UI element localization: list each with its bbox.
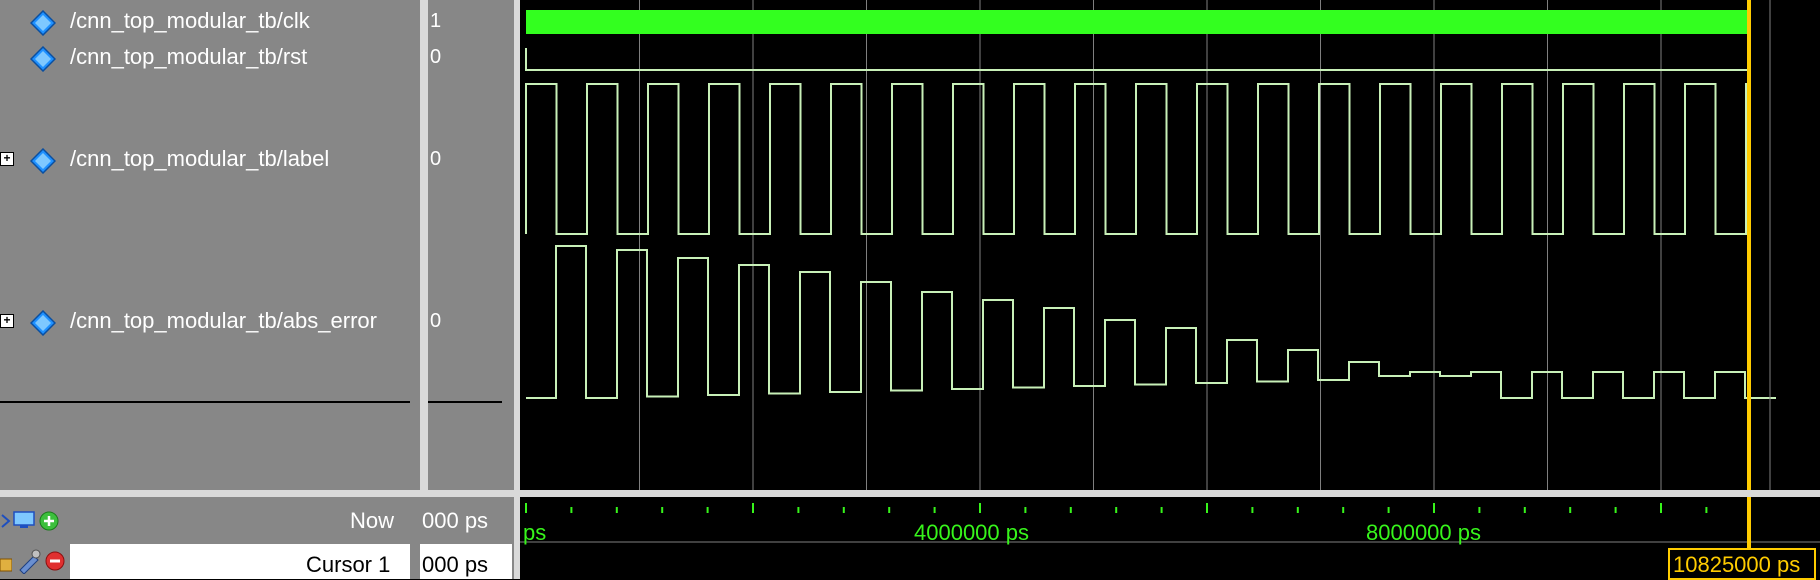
expand-button[interactable]: +: [0, 314, 14, 328]
zoom-icon[interactable]: [0, 511, 18, 529]
rst-waveform: [525, 48, 1748, 71]
signal-value-abs-error: 0: [430, 310, 442, 332]
grid-lines: [639, 0, 1662, 490]
diamond-signal-icon: [30, 10, 56, 36]
signal-row-clk[interactable]: /cnn_top_modular_tb/clk: [0, 4, 420, 36]
now-value: 000 ps: [422, 508, 489, 533]
signal-value-rst: 0: [430, 46, 442, 68]
signal-value-label: 0: [430, 148, 442, 170]
clk-waveform: [526, 10, 1748, 34]
edit-cursor-icon[interactable]: [16, 548, 42, 574]
waveform-pane[interactable]: [520, 0, 1820, 490]
timeline-splitter[interactable]: [0, 490, 1820, 497]
signal-name: /cnn_top_modular_tb/label: [70, 146, 330, 171]
signal-name: /cnn_top_modular_tb/abs_error: [70, 308, 377, 333]
divider: [0, 401, 410, 403]
cursor-name-field[interactable]: [70, 544, 410, 579]
tick-label-0: ps: [523, 520, 547, 545]
divider: [428, 401, 502, 403]
delete-cursor-icon[interactable]: [44, 550, 66, 572]
signal-row-label[interactable]: + /cnn_top_modular_tb/label: [0, 142, 420, 174]
cursor-value: 000 ps: [422, 552, 489, 577]
signal-row-abs-error[interactable]: + /cnn_top_modular_tb/abs_error: [0, 304, 420, 336]
pane-splitter-1[interactable]: [420, 0, 428, 579]
add-cursor-icon[interactable]: [38, 510, 60, 532]
signal-values-pane: [428, 0, 514, 490]
pane-splitter-2[interactable]: [514, 0, 522, 579]
signal-names-pane: /cnn_top_modular_tb/clk /cnn_top_modular…: [0, 0, 420, 490]
tick-label-8000000: 8000000 ps: [1366, 520, 1481, 545]
waveform-canvas[interactable]: [520, 0, 1820, 490]
lock-icon[interactable]: [0, 551, 12, 573]
now-label: Now: [350, 508, 395, 533]
signal-name: /cnn_top_modular_tb/rst: [70, 44, 308, 69]
screen-icon[interactable]: [12, 510, 36, 530]
signal-name: /cnn_top_modular_tb/clk: [70, 8, 310, 33]
ruler-ticks: [520, 497, 1820, 579]
cursor-time: 10825000 ps: [1673, 552, 1801, 577]
expand-button[interactable]: +: [0, 152, 14, 166]
cursor-value-field[interactable]: [420, 544, 512, 579]
timeline-ruler[interactable]: [520, 497, 1820, 579]
tick-label-4000000: 4000000 ps: [914, 520, 1029, 545]
label-waveform: [525, 83, 1748, 235]
cursor-label[interactable]: Cursor 1: [306, 552, 391, 577]
abs-error-waveform: [526, 245, 1776, 399]
diamond-signal-icon: [30, 148, 56, 174]
diamond-signal-icon: [30, 46, 56, 72]
cursor-time-box[interactable]: [1668, 548, 1816, 580]
signal-value-clk: 1: [430, 10, 442, 32]
signal-row-rst[interactable]: /cnn_top_modular_tb/rst: [0, 40, 420, 72]
diamond-signal-icon: [30, 310, 56, 336]
